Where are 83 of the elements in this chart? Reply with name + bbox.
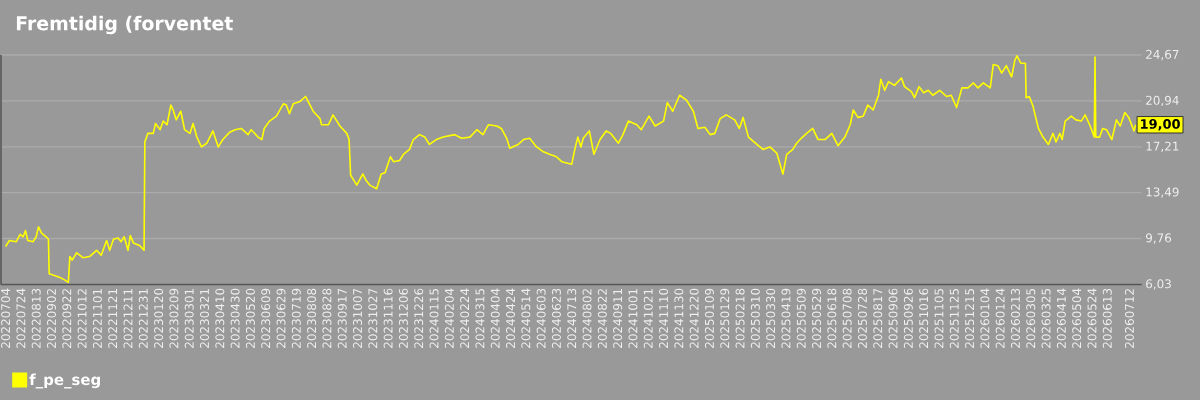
x-tick-label: 20240911 bbox=[613, 289, 623, 348]
x-tick-label: 20240713 bbox=[567, 288, 577, 348]
x-tick-label: 20260305 bbox=[1026, 288, 1036, 348]
x-tick-label: 20250310 bbox=[750, 288, 760, 348]
x-tick-label: 20260414 bbox=[1056, 288, 1066, 348]
x-tick-label: 20220724 bbox=[16, 288, 26, 348]
x-tick-label: 20221012 bbox=[77, 289, 87, 348]
x-tick-label: 20251215 bbox=[965, 288, 975, 348]
x-tick-label: 20250817 bbox=[873, 288, 883, 348]
x-tick-label: 20241021 bbox=[643, 289, 653, 348]
x-tick-label: 20250529 bbox=[812, 288, 822, 348]
x-tick-label: 20260613 bbox=[1102, 288, 1112, 348]
x-tick-label: 20220902 bbox=[46, 289, 57, 348]
x-tick-label: 20250218 bbox=[735, 288, 745, 348]
y-tick-label: 13,49 bbox=[1146, 187, 1179, 198]
x-tick-label: 20240822 bbox=[597, 289, 607, 348]
x-tick-label: 20220813 bbox=[31, 288, 41, 348]
x-tick-label: 20231116 bbox=[383, 288, 393, 348]
y-tick-label: 20,94 bbox=[1146, 95, 1179, 107]
x-tick-label: 20231027 bbox=[368, 288, 378, 348]
x-tick-label: 20221101 bbox=[92, 289, 102, 348]
x-tick-label: 20241001 bbox=[628, 289, 638, 348]
x-tick-label: 20250618 bbox=[827, 288, 837, 348]
x-tick-label: 20240514 bbox=[521, 288, 531, 348]
x-tick-label: 20230609 bbox=[261, 288, 271, 348]
x-tick-label: 20250926 bbox=[903, 288, 913, 348]
y-tick-label: 6,03 bbox=[1146, 279, 1171, 290]
x-tick-label: 20241130 bbox=[674, 288, 684, 348]
x-tick-label: 20240802 bbox=[582, 289, 592, 348]
chart-title: Fremtidig (forventet bbox=[16, 15, 233, 35]
x-tick-label: 20250728 bbox=[857, 288, 867, 348]
x-tick-label: 20231226 bbox=[414, 288, 424, 348]
x-tick-label: 20220704 bbox=[1, 288, 11, 348]
x-tick-label: 20221121 bbox=[108, 289, 118, 348]
x-tick-label: 20221211 bbox=[123, 289, 133, 348]
annotation: 19,00 bbox=[1141, 119, 1180, 131]
x-tick-label: 20230808 bbox=[307, 288, 317, 348]
x-tick-label: 20251105 bbox=[934, 288, 944, 348]
x-tick-label: 20221231 bbox=[138, 289, 148, 348]
x-tick-label: 20241220 bbox=[689, 288, 699, 348]
x-tick-label: 20230209 bbox=[169, 288, 179, 348]
x-tick-label: 20230520 bbox=[245, 288, 255, 348]
x-tick-label: 20251016 bbox=[919, 288, 929, 348]
x-tick-label: 20220922 bbox=[62, 289, 72, 348]
x-tick-label: 20250109 bbox=[704, 288, 714, 348]
x-tick-label: 20260524 bbox=[1087, 288, 1097, 348]
x-tick-label: 20240404 bbox=[490, 288, 500, 348]
x-tick-label: 20240424 bbox=[506, 288, 516, 348]
legend-label: f_pe_seg bbox=[29, 373, 100, 389]
x-tick-label: 20230719 bbox=[291, 288, 301, 348]
x-tick-label: 20250330 bbox=[766, 288, 776, 348]
y-tick-label: 9,76 bbox=[1145, 233, 1172, 244]
x-tick-label: 20251125 bbox=[949, 288, 959, 348]
x-tick-label: 20241110 bbox=[659, 288, 669, 348]
x-tick-label: 20250708 bbox=[842, 288, 852, 348]
x-tick-label: 20240315 bbox=[475, 288, 485, 348]
x-tick-label: 20250419 bbox=[781, 288, 791, 348]
x-tick-label: 20240623 bbox=[551, 288, 561, 348]
x-tick-label: 20230321 bbox=[199, 289, 210, 348]
x-tick-label: 20260504 bbox=[1072, 288, 1082, 348]
y-tick-label: 24,67 bbox=[1146, 49, 1179, 61]
x-tick-label: 20240204 bbox=[444, 288, 454, 348]
x-tick-label: 20231007 bbox=[352, 288, 363, 348]
x-tick-label: 20260712 bbox=[1124, 289, 1134, 348]
x-tick-label: 20250129 bbox=[720, 288, 730, 348]
x-tick-label: 20230410 bbox=[215, 288, 225, 348]
x-tick-label: 20240603 bbox=[536, 288, 546, 348]
x-tick-label: 20260325 bbox=[1041, 288, 1051, 348]
x-tick-label: 20231206 bbox=[398, 288, 408, 348]
y-tick-label: 17,21 bbox=[1146, 141, 1179, 152]
x-tick-label: 20230629 bbox=[276, 288, 286, 348]
x-tick-label: 20230120 bbox=[154, 288, 164, 348]
x-tick-label: 20230430 bbox=[230, 288, 240, 348]
x-tick-label: 20260104 bbox=[980, 288, 990, 348]
x-tick-label: 20240224 bbox=[460, 288, 470, 348]
x-tick-label: 20230301 bbox=[184, 289, 194, 348]
x-tick-label: 20260124 bbox=[995, 288, 1005, 348]
x-tick-label: 20240115 bbox=[429, 288, 439, 348]
x-tick-label: 20260213 bbox=[1010, 288, 1020, 348]
x-tick-label: 20250906 bbox=[888, 288, 898, 348]
x-tick-label: 20230917 bbox=[337, 288, 347, 348]
x-tick-label: 20230828 bbox=[322, 288, 332, 348]
x-tick-label: 20250509 bbox=[796, 288, 806, 348]
